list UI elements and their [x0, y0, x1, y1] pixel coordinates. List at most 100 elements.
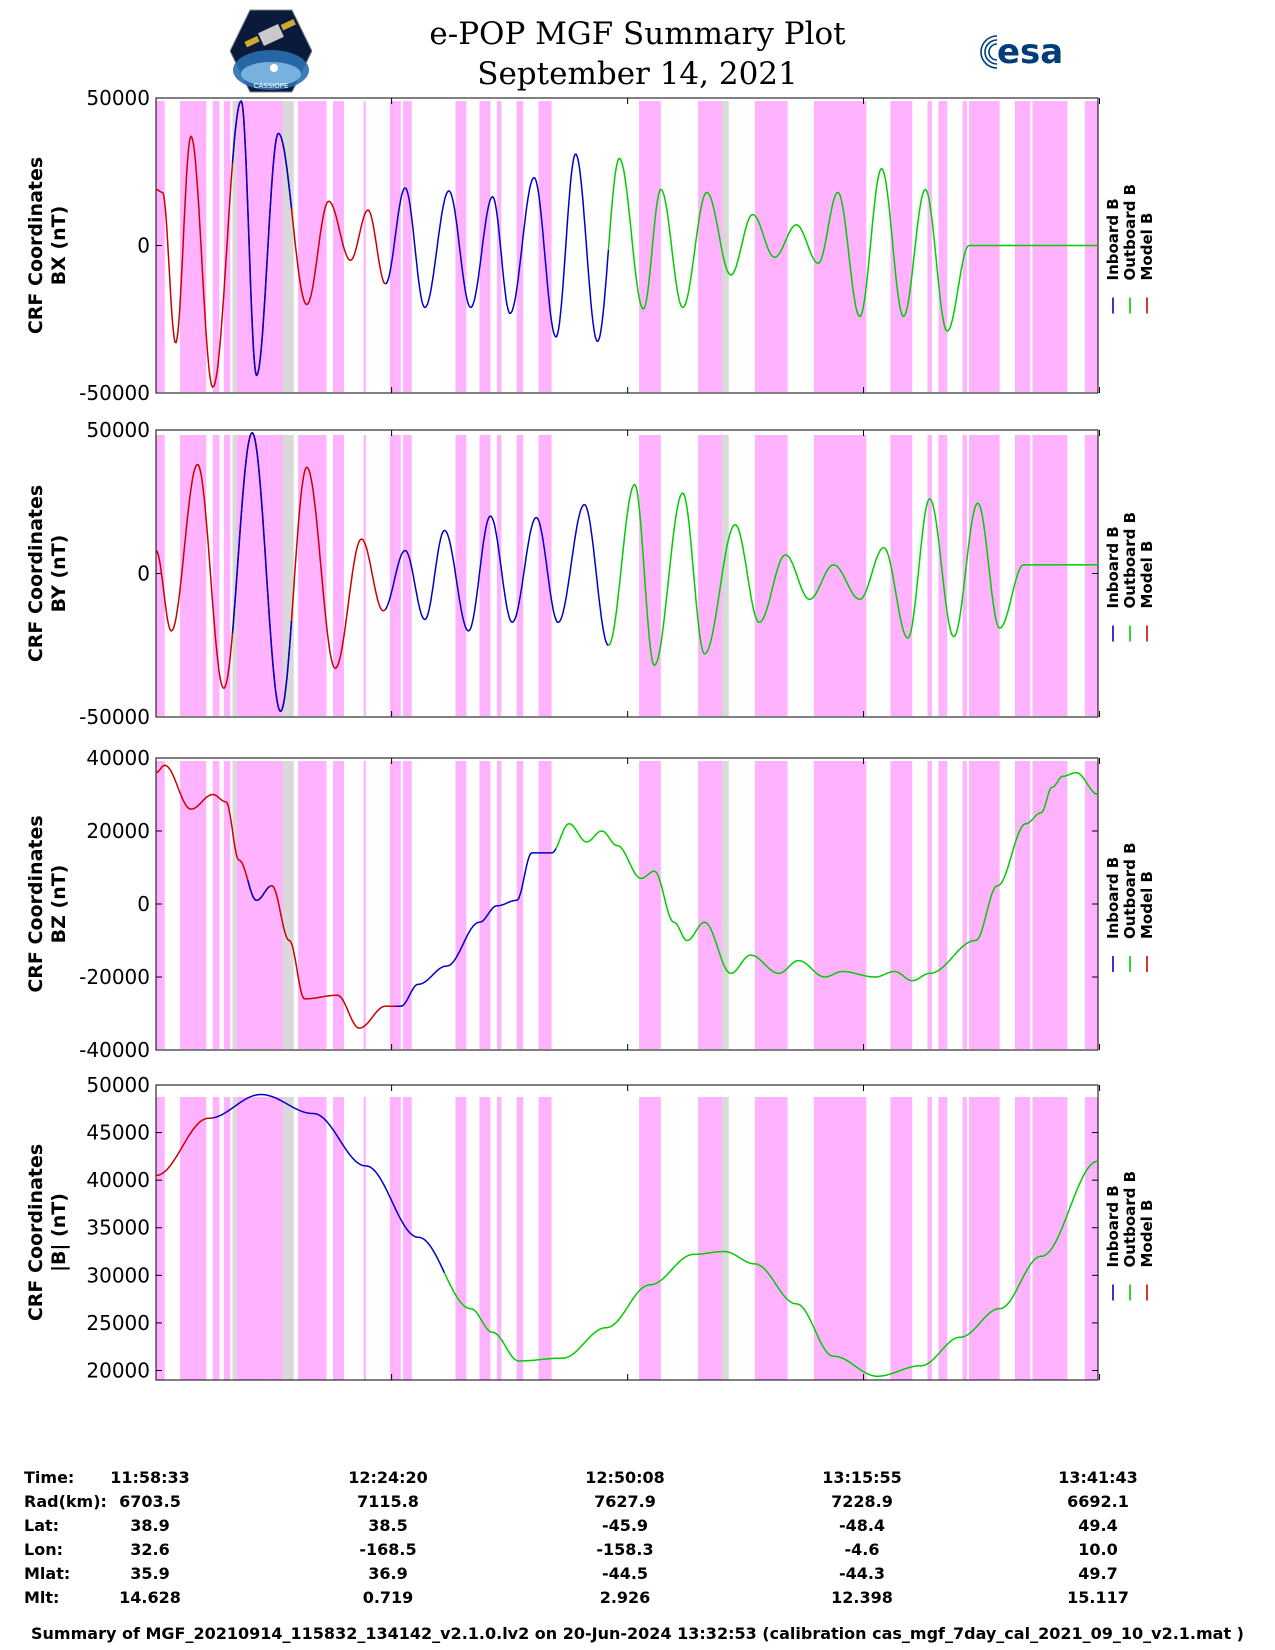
- legend-model: Model B: [1138, 213, 1156, 281]
- y-tick-label: 35000: [86, 1216, 150, 1240]
- shading-band: [1084, 761, 1098, 1049]
- y-axis-label: CRF CoordinatesBY (nT): [25, 485, 70, 662]
- series-line-inboard: [212, 1093, 419, 1239]
- legend-inboard: Inboard B: [1104, 526, 1122, 608]
- shading-band-gray: [722, 101, 729, 392]
- shading-band: [212, 435, 220, 716]
- shading-band: [754, 435, 788, 716]
- shading-band: [927, 761, 932, 1049]
- series-line-inboard: [418, 1236, 446, 1274]
- shading-band: [232, 761, 270, 1049]
- shading-band: [298, 1097, 327, 1380]
- info-row: Rad(km): 6703.5 7115.8 7627.9 7228.9 6692.1: [0, 1492, 1275, 1516]
- shading-band: [333, 761, 344, 1049]
- panel-frame: [155, 97, 1099, 394]
- series-line-inboard: [231, 432, 293, 713]
- shading-band: [938, 761, 948, 1049]
- info-row-value: 14.628: [119, 1588, 181, 1607]
- shading-band: [333, 1097, 344, 1380]
- shading-band: [813, 101, 867, 392]
- shading-band: [1084, 1097, 1098, 1380]
- series-line-inboard: [384, 503, 609, 646]
- shading-band-gray: [282, 761, 294, 1049]
- info-row: Lat: 38.9 38.5 -45.9 -48.4 49.4: [0, 1516, 1275, 1540]
- shading-band: [962, 761, 967, 1049]
- panel-frame: [155, 757, 1099, 1051]
- info-row-value: 6692.1: [1067, 1492, 1129, 1511]
- panel-bmag: 50000 45000 40000 35000 30000 25000 20000 CRF C…: [25, 1073, 1156, 1382]
- series-line-inboard: [396, 848, 557, 1007]
- shading-band: [455, 101, 467, 392]
- info-row: Mlt: 14.628 0.719 2.926 12.398 15.117: [0, 1588, 1275, 1612]
- shading-band: [890, 1097, 913, 1380]
- legend-outboard: Outboard B: [1121, 1171, 1139, 1268]
- y-tick-label: 20000: [86, 819, 150, 843]
- plot-title: e-POP MGF Summary Plot: [429, 16, 846, 52]
- y-axis-label: CRF Coordinates|B| (nT): [25, 1144, 70, 1321]
- plot-area: 50000 0 -50000 CRF CoordinatesBX (nT) Inboar…: [25, 86, 1156, 1382]
- shading-band: [333, 435, 344, 716]
- legend-model: Model B: [1138, 1200, 1156, 1268]
- legend-inboard: Inboard B: [1104, 198, 1122, 280]
- shading-band: [333, 101, 344, 392]
- info-row-value: 12.398: [831, 1588, 893, 1607]
- shading-band: [402, 761, 412, 1049]
- shading-band: [223, 761, 231, 1049]
- mission-logo-text: CASSIOPE: [254, 82, 289, 90]
- series-line-outboard: [443, 1160, 1098, 1377]
- shading-band: [927, 435, 932, 716]
- y-tick-label: 40000: [86, 746, 150, 770]
- shading-band-gray: [722, 761, 729, 1049]
- y-tick-label: 0: [137, 562, 150, 586]
- info-row-label: Lon:: [24, 1540, 63, 1559]
- legend-inboard: Inboard B: [1104, 857, 1122, 939]
- shading-band: [813, 761, 867, 1049]
- shading-band: [516, 435, 524, 716]
- shading-band: [639, 435, 661, 716]
- shading-band: [298, 101, 327, 392]
- info-row-value: -158.3: [596, 1540, 654, 1559]
- plot-title-block: e-POP MGF Summary Plot September 14, 202…: [0, 14, 1275, 94]
- panel-by: 50000 0 -50000 CRF CoordinatesBY (nT) Inboar…: [25, 418, 1156, 729]
- y-tick-label: -20000: [79, 965, 150, 989]
- shading-band: [813, 1097, 867, 1380]
- shading-band: [1032, 1097, 1068, 1380]
- info-row-value: -168.5: [359, 1540, 417, 1559]
- shading-band-gray: [282, 435, 294, 716]
- legend-outboard: Outboard B: [1121, 184, 1139, 281]
- shading-band: [496, 101, 502, 392]
- shading-band: [1032, 435, 1068, 716]
- shading-band: [496, 435, 502, 716]
- info-row-value: 38.9: [130, 1516, 170, 1535]
- shading-band: [639, 761, 661, 1049]
- info-row-value: 11:58:33: [110, 1468, 190, 1487]
- shading-band: [927, 101, 932, 392]
- footer-caption: Summary of MGF_20210914_115832_134142_v2…: [31, 1624, 1244, 1643]
- info-row-value: 15.117: [1067, 1588, 1129, 1607]
- shading-band: [754, 1097, 788, 1380]
- shading-band: [969, 435, 1000, 716]
- shading-band: [363, 761, 366, 1049]
- y-tick-label: 25000: [86, 1311, 150, 1335]
- info-row: Time: 11:58:33 12:24:20 12:50:08 13:15:55 13:…: [0, 1468, 1275, 1492]
- y-axis-label: CRF CoordinatesBZ (nT): [25, 815, 70, 992]
- shading-band: [496, 1097, 502, 1380]
- info-row-value: 13:15:55: [822, 1468, 902, 1487]
- legend-outboard: Outboard B: [1121, 842, 1139, 939]
- panel-bz: 40000 20000 0 -20000 -40000 CRF CoordinatesBZ…: [25, 746, 1156, 1062]
- shading-band: [156, 761, 165, 1049]
- shading-band: [962, 101, 967, 392]
- shading-band: [1084, 435, 1098, 716]
- info-row-value: 49.4: [1078, 1516, 1118, 1535]
- y-tick-label: 40000: [86, 1168, 150, 1192]
- info-row-label: Mlat:: [24, 1564, 71, 1583]
- shading-band: [402, 101, 412, 392]
- legend-model: Model B: [1138, 541, 1156, 609]
- y-tick-label: 0: [137, 892, 150, 916]
- y-tick-label: 45000: [86, 1121, 150, 1145]
- shading-band: [455, 1097, 467, 1380]
- shading-band: [223, 435, 231, 716]
- info-row-value: 12:24:20: [348, 1468, 428, 1487]
- shading-band: [156, 1097, 165, 1380]
- panel-bx: 50000 0 -50000 CRF CoordinatesBX (nT) Inboar…: [25, 86, 1156, 405]
